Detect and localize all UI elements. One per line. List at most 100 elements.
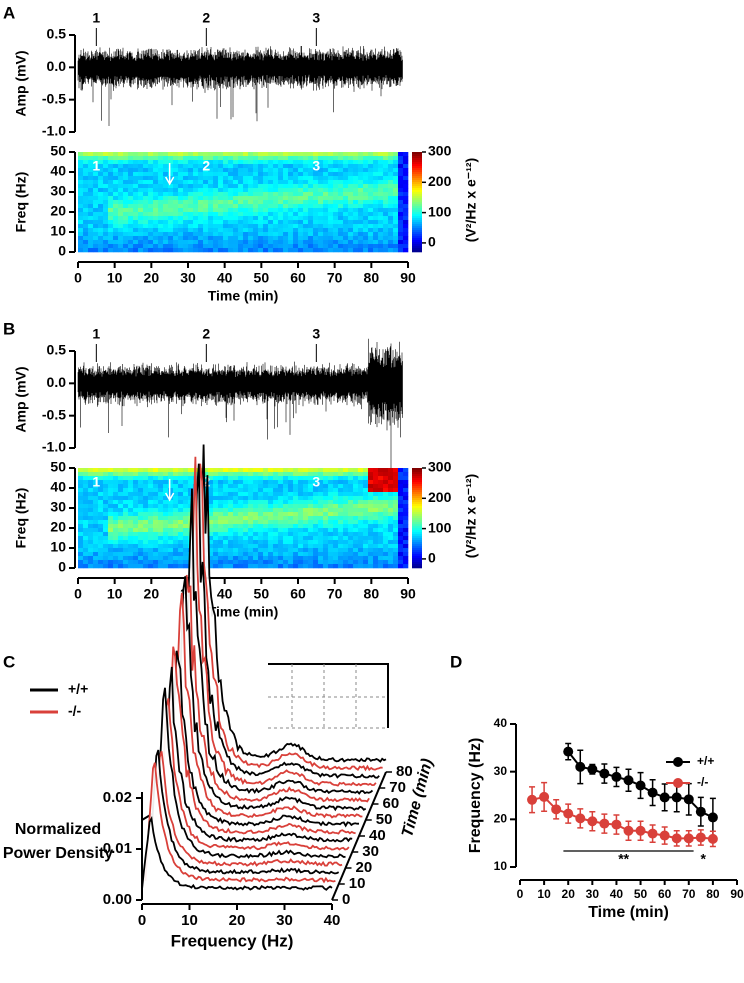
heatmap-cell xyxy=(328,232,334,237)
heatmap-cell xyxy=(208,472,214,477)
heatmap-cell xyxy=(133,236,139,241)
heatmap-cell xyxy=(358,160,364,165)
heatmap-cell xyxy=(343,480,349,485)
heatmap-cell xyxy=(323,532,329,537)
heatmap-cell xyxy=(133,184,139,189)
heatmap-cell xyxy=(303,476,309,481)
heatmap-cell xyxy=(283,244,289,249)
heatmap-cell xyxy=(278,236,284,241)
heatmap-cell xyxy=(338,192,344,197)
heatmap-cell xyxy=(308,540,314,545)
heatmap-cell xyxy=(143,520,149,525)
heatmap-cell xyxy=(268,188,274,193)
heatmap-cell xyxy=(323,472,329,477)
heatmap-cell xyxy=(288,232,294,237)
heatmap-cell xyxy=(248,228,254,233)
heatmap-cell xyxy=(398,240,404,245)
heatmap-cell xyxy=(358,488,364,493)
heatmap-cell xyxy=(403,228,409,233)
heatmap-cell xyxy=(158,516,164,521)
heatmap-cell xyxy=(318,244,324,249)
heatmap-cell xyxy=(123,204,129,209)
heatmap-cell xyxy=(263,536,269,541)
data-point xyxy=(575,813,586,824)
heatmap-cell xyxy=(88,488,94,493)
heatmap-cell xyxy=(328,220,334,225)
heatmap-cell xyxy=(323,172,329,177)
heatmap-cell xyxy=(328,176,334,181)
heatmap-cell xyxy=(133,540,139,545)
heatmap-cell xyxy=(158,512,164,517)
heatmap-cell xyxy=(133,208,139,213)
heatmap-cell xyxy=(338,516,344,521)
heatmap-cell xyxy=(108,560,114,565)
heatmap-cell xyxy=(268,244,274,249)
heatmap-cell xyxy=(293,564,299,569)
heatmap-cell xyxy=(143,212,149,217)
heatmap-cell xyxy=(288,208,294,213)
heatmap-cell xyxy=(288,528,294,533)
heatmap-cell xyxy=(318,176,324,181)
heatmap-cell xyxy=(103,500,109,505)
heatmap-cell xyxy=(203,176,209,181)
heatmap-cell xyxy=(288,556,294,561)
heatmap-cell xyxy=(313,172,319,177)
heatmap-cell xyxy=(398,532,404,537)
heatmap-cell xyxy=(278,496,284,501)
heatmap-cell xyxy=(378,500,384,505)
heatmap-cell xyxy=(273,244,279,249)
heatmap-cell xyxy=(168,164,174,169)
heatmap-cell xyxy=(123,548,129,553)
heatmap-cell xyxy=(248,208,254,213)
heatmap-cell xyxy=(148,508,154,513)
heatmap-cell xyxy=(153,220,159,225)
heatmap-cell xyxy=(233,476,239,481)
heatmap-cell xyxy=(288,516,294,521)
heatmap-cell xyxy=(158,176,164,181)
heatmap-cell xyxy=(153,164,159,169)
heatmap-cell xyxy=(153,548,159,553)
heatmap-cell xyxy=(238,168,244,173)
heatmap-cell xyxy=(228,244,234,249)
heatmap-cell xyxy=(88,524,94,529)
colorbar-strip xyxy=(412,198,422,201)
data-point xyxy=(551,804,562,815)
heatmap-cell xyxy=(183,228,189,233)
heatmap-cell xyxy=(278,168,284,173)
heatmap-cell xyxy=(128,216,134,221)
heatmap-cell xyxy=(113,520,119,525)
heatmap-cell xyxy=(398,208,404,213)
heatmap-cell xyxy=(138,220,144,225)
heatmap-cell xyxy=(298,172,304,177)
heatmap-cell xyxy=(303,240,309,245)
heatmap-cell xyxy=(103,164,109,169)
heatmap-cell xyxy=(108,224,114,229)
heatmap-cell xyxy=(178,488,184,493)
heatmap-cell xyxy=(208,216,214,221)
heatmap-cell xyxy=(103,492,109,497)
heatmap-cell xyxy=(403,212,409,217)
heatmap-cell xyxy=(253,188,259,193)
heatmap-cell xyxy=(338,504,344,509)
heatmap-cell xyxy=(288,204,294,209)
heatmap-cell xyxy=(178,160,184,165)
heatmap-cell xyxy=(273,480,279,485)
heatmap-cell xyxy=(153,188,159,193)
heatmap-cell xyxy=(93,184,99,189)
heatmap-cell xyxy=(393,500,399,505)
heatmap-cell xyxy=(333,196,339,201)
heatmap-cell xyxy=(108,496,114,501)
heatmap-cell xyxy=(183,212,189,217)
heatmap-cell xyxy=(368,504,374,509)
heatmap-cell xyxy=(288,484,294,489)
heatmap-cell xyxy=(308,548,314,553)
heatmap-cell xyxy=(273,532,279,537)
heatmap-cell xyxy=(223,556,229,561)
heatmap-cell xyxy=(353,160,359,165)
heatmap-cell xyxy=(313,240,319,245)
heatmap-cell xyxy=(223,152,229,157)
heatmap-cell xyxy=(133,204,139,209)
heatmap-cell xyxy=(313,536,319,541)
heatmap-cell xyxy=(98,196,104,201)
heatmap-cell xyxy=(148,200,154,205)
